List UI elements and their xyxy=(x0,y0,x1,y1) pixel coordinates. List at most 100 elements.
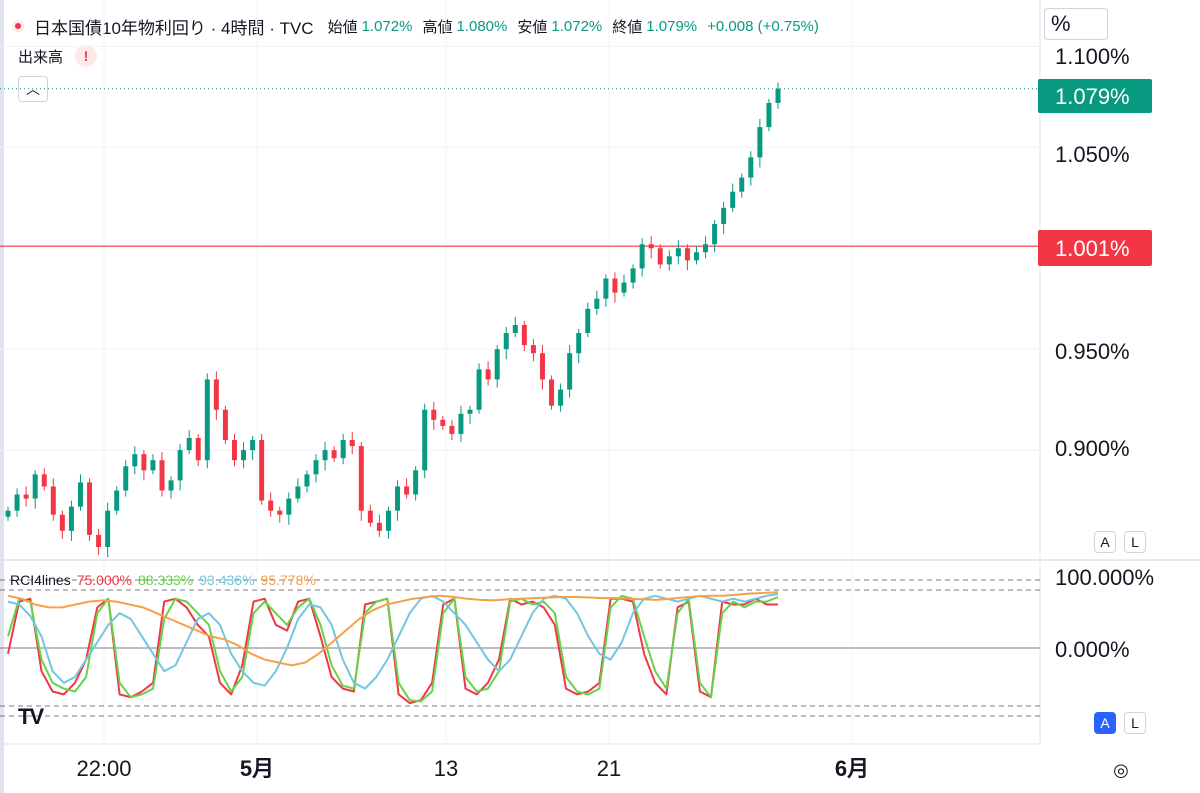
candle-body xyxy=(14,494,20,511)
candle-body xyxy=(23,494,29,499)
candle-body xyxy=(222,409,228,441)
candle-body xyxy=(313,460,319,475)
price-tick: 1.050% xyxy=(1055,142,1130,167)
candle-body xyxy=(458,413,464,434)
rci-series-line xyxy=(7,594,779,703)
candle-body xyxy=(340,440,346,459)
candle-body xyxy=(612,278,618,293)
candle-body xyxy=(177,450,183,481)
candle-body xyxy=(259,440,265,501)
candle-body xyxy=(721,207,727,224)
candle-body xyxy=(132,454,138,467)
price-tick: 0.900% xyxy=(1055,436,1130,461)
candle-body xyxy=(59,514,65,531)
time-tick: 6月 xyxy=(835,756,869,781)
candle-body xyxy=(96,534,102,548)
high-label: 高値 xyxy=(422,18,453,36)
line-price-label: 1.001% xyxy=(1055,236,1130,261)
candle-body xyxy=(603,278,609,299)
candlestick-series xyxy=(5,82,781,558)
high-value: 1.080% xyxy=(456,17,508,35)
last-price-tag[interactable] xyxy=(1038,79,1152,113)
candle-body xyxy=(521,324,527,346)
rci-value-1: 75.000% xyxy=(76,572,132,588)
rci-auto-scale-button[interactable]: A xyxy=(1094,712,1116,734)
close-label: 終値 xyxy=(612,18,643,36)
time-tick: 22:00 xyxy=(76,756,131,781)
candle-body xyxy=(68,506,74,531)
candle-body xyxy=(739,177,745,192)
grid xyxy=(0,0,1040,744)
unit-button[interactable]: % xyxy=(1044,8,1108,40)
candle-body xyxy=(512,324,518,334)
candle-body xyxy=(159,460,165,491)
candle-body xyxy=(241,450,247,461)
close-value: 1.079% xyxy=(646,17,698,35)
unit-label: % xyxy=(1051,11,1071,36)
volume-label[interactable]: 出来高 xyxy=(18,48,64,66)
candle-body xyxy=(539,353,545,380)
candle-body xyxy=(431,409,437,420)
open-label: 始値 xyxy=(327,18,358,36)
low-value: 1.072% xyxy=(551,17,603,35)
candle-body xyxy=(693,252,699,261)
price-tick: 1.100% xyxy=(1055,44,1130,69)
candle-body xyxy=(41,474,47,487)
change-value: +0.008 (+0.75%) xyxy=(707,17,819,35)
candle-body xyxy=(585,308,591,334)
candle-body xyxy=(648,244,654,249)
time-tick: 21 xyxy=(597,756,621,781)
warning-icon[interactable]: ! xyxy=(75,45,98,67)
candle-body xyxy=(404,486,410,495)
candle-body xyxy=(123,466,129,491)
candle-body xyxy=(476,369,482,410)
settings-button[interactable]: ◎ xyxy=(1109,758,1133,782)
candle-body xyxy=(385,510,391,531)
candle-body xyxy=(168,480,174,491)
volume-legend: 出来高 ! xyxy=(18,45,98,67)
market-status-icon[interactable] xyxy=(12,20,24,32)
rci-name: RCI4lines xyxy=(10,572,71,588)
candle-body xyxy=(666,256,672,265)
candle-body xyxy=(295,486,301,499)
candle-body xyxy=(775,88,781,103)
candle-body xyxy=(349,440,355,447)
candle-body xyxy=(530,345,536,354)
candle-body xyxy=(231,440,237,461)
rci-axis-tick: 0.000% xyxy=(1055,637,1130,662)
rci-lines xyxy=(7,591,779,705)
candle-body xyxy=(675,248,681,257)
tradingview-logo[interactable]: TV xyxy=(18,704,44,729)
candle-body xyxy=(277,510,283,515)
rci-legend[interactable]: RCI4lines 75.000% 88.333% 93.436% 95.778… xyxy=(10,572,322,588)
last-price-label: 1.079% xyxy=(1055,84,1130,109)
left-edge xyxy=(0,0,4,793)
candle-body xyxy=(50,486,56,515)
candle-body xyxy=(213,379,219,410)
candle-body xyxy=(684,248,690,261)
candle-body xyxy=(268,500,274,511)
candle-body xyxy=(567,353,573,390)
line-price-tag[interactable] xyxy=(1038,230,1152,266)
candle-body xyxy=(503,333,509,350)
rci-value-2: 88.333% xyxy=(137,572,194,588)
candle-body xyxy=(576,333,582,354)
low-label: 安値 xyxy=(517,18,548,36)
candle-body xyxy=(358,446,364,511)
candle-body xyxy=(322,450,328,461)
candle-body xyxy=(87,482,93,535)
candle-body xyxy=(440,419,446,426)
auto-scale-button[interactable]: A xyxy=(1094,531,1116,553)
candle-body xyxy=(141,454,147,471)
candle-body xyxy=(150,460,156,471)
candle-body xyxy=(730,191,736,208)
rci-log-scale-button[interactable]: L xyxy=(1124,712,1146,734)
candle-body xyxy=(5,510,11,517)
candle-body xyxy=(549,379,555,406)
candle-body xyxy=(757,127,763,158)
log-scale-button[interactable]: L xyxy=(1124,531,1146,553)
rci-series-line xyxy=(7,591,779,667)
settings-icon: ◎ xyxy=(1113,759,1129,780)
candle-body xyxy=(286,498,292,515)
